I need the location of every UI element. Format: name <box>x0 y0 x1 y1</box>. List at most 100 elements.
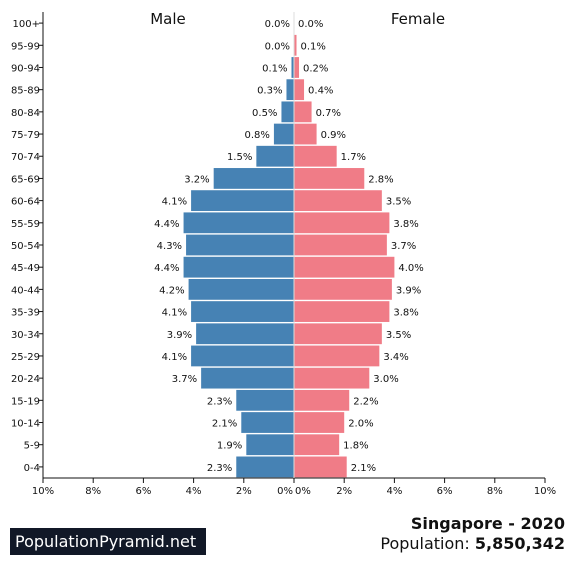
male-bar <box>213 168 294 189</box>
male-value-label: 0.0% <box>265 41 290 52</box>
age-group-label: 40-44 <box>11 285 40 296</box>
female-value-label: 2.2% <box>353 396 378 407</box>
female-bar <box>294 367 370 389</box>
male-bar <box>191 301 294 322</box>
male-bar <box>286 79 294 101</box>
male-heading: Male <box>150 10 186 28</box>
male-value-label: 2.3% <box>207 463 232 474</box>
male-bar <box>183 256 294 278</box>
female-bar <box>294 301 390 322</box>
age-group-label: 75-79 <box>11 130 40 141</box>
age-group-label: 65-69 <box>11 174 40 185</box>
female-value-label: 4.0% <box>398 263 423 274</box>
age-group-label: 90-94 <box>11 63 40 74</box>
age-group-label: 70-74 <box>11 152 40 163</box>
female-bar <box>294 123 317 145</box>
female-value-label: 3.4% <box>383 352 408 363</box>
population-summary: Population: 5,850,342 <box>380 534 565 553</box>
female-bar <box>294 101 312 123</box>
male-value-label: 0.8% <box>245 130 270 141</box>
age-group-label: 5-9 <box>24 441 40 452</box>
male-value-label: 2.3% <box>207 396 232 407</box>
female-bar <box>294 168 365 189</box>
age-group-label: 80-84 <box>11 108 40 119</box>
age-group-label: 35-39 <box>11 308 40 319</box>
age-group-label: 30-34 <box>11 330 40 341</box>
age-group-label: 100+ <box>13 19 40 30</box>
male-bar <box>241 412 294 433</box>
female-bar <box>294 345 380 367</box>
age-group-label: 95-99 <box>11 41 40 52</box>
male-value-label: 0.3% <box>257 86 282 97</box>
male-bar <box>191 345 294 367</box>
male-value-label: 4.4% <box>154 219 179 230</box>
age-group-label: 60-64 <box>11 197 40 208</box>
male-value-label: 2.1% <box>212 419 237 430</box>
male-bar <box>186 234 294 256</box>
female-bar <box>294 389 350 411</box>
population-value: 5,850,342 <box>474 534 565 553</box>
male-bar <box>236 456 294 478</box>
age-group-label: 45-49 <box>11 263 40 274</box>
female-value-label: 3.8% <box>393 308 418 319</box>
female-value-label: 0.9% <box>321 130 346 141</box>
female-value-label: 1.7% <box>341 152 366 163</box>
female-value-label: 0.2% <box>303 63 328 74</box>
x-tick-label-left: 6% <box>135 486 151 497</box>
female-value-label: 1.8% <box>343 441 368 452</box>
female-bar <box>294 57 300 78</box>
male-bar <box>183 212 294 234</box>
female-value-label: 2.0% <box>348 419 373 430</box>
male-bar <box>196 323 294 345</box>
female-bar <box>294 323 382 345</box>
female-bar <box>294 34 297 56</box>
male-value-label: 0.5% <box>252 108 277 119</box>
x-tick-label-right: 10% <box>534 486 556 497</box>
female-value-label: 3.5% <box>386 330 411 341</box>
female-value-label: 3.8% <box>393 219 418 230</box>
male-value-label: 0.1% <box>262 63 287 74</box>
female-bar <box>294 145 337 167</box>
age-group-label: 20-24 <box>11 374 40 385</box>
male-bar <box>236 389 294 411</box>
female-heading: Female <box>391 10 445 28</box>
x-tick-label-right: 2% <box>336 486 352 497</box>
female-bar <box>294 456 347 478</box>
male-bar <box>291 57 294 78</box>
female-value-label: 3.0% <box>373 374 398 385</box>
male-value-label: 1.9% <box>217 441 242 452</box>
male-bar <box>201 367 294 389</box>
x-tick-label-left: 8% <box>85 486 101 497</box>
male-value-label: 3.2% <box>184 174 209 185</box>
x-tick-label-right: 0% <box>295 486 311 497</box>
female-value-label: 2.8% <box>368 174 393 185</box>
male-value-label: 0.0% <box>265 19 290 30</box>
x-tick-label-right: 4% <box>386 486 402 497</box>
male-bar <box>246 434 294 456</box>
population-pyramid-chart: Male Female 100+ 0.0% 0.0% 95-99 0.0% 0.1% 90-94… <box>11 10 556 497</box>
age-group-label: 25-29 <box>11 352 40 363</box>
male-value-label: 1.5% <box>227 152 252 163</box>
male-value-label: 4.1% <box>162 352 187 363</box>
female-value-label: 3.9% <box>396 285 421 296</box>
male-bar <box>256 145 294 167</box>
male-value-label: 3.9% <box>167 330 192 341</box>
female-bar <box>294 234 387 256</box>
x-tick-label-right: 8% <box>487 486 503 497</box>
x-tick-label-right: 6% <box>437 486 453 497</box>
brand-logo[interactable]: PopulationPyramid.net <box>10 528 206 555</box>
age-group-label: 55-59 <box>11 219 40 230</box>
male-value-label: 4.2% <box>159 285 184 296</box>
age-group-label: 10-14 <box>11 419 40 430</box>
x-tick-label-left: 2% <box>236 486 252 497</box>
female-bar <box>294 79 305 101</box>
age-group-label: 0-4 <box>24 463 40 474</box>
female-bar <box>294 212 390 234</box>
female-value-label: 0.0% <box>298 19 323 30</box>
age-group-label: 50-54 <box>11 241 40 252</box>
male-bar <box>191 190 294 212</box>
male-value-label: 4.4% <box>154 263 179 274</box>
female-value-label: 0.4% <box>308 86 333 97</box>
x-tick-label-left: 0% <box>277 486 293 497</box>
age-group-label: 15-19 <box>11 396 40 407</box>
